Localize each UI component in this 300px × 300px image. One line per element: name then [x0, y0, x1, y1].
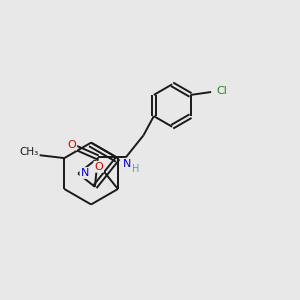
Text: Cl: Cl: [216, 85, 227, 95]
Text: CH₃: CH₃: [20, 147, 39, 157]
Text: H: H: [132, 164, 139, 173]
Text: O: O: [68, 140, 76, 150]
Text: N: N: [80, 168, 89, 178]
Text: N: N: [123, 159, 131, 169]
Text: O: O: [94, 162, 103, 172]
